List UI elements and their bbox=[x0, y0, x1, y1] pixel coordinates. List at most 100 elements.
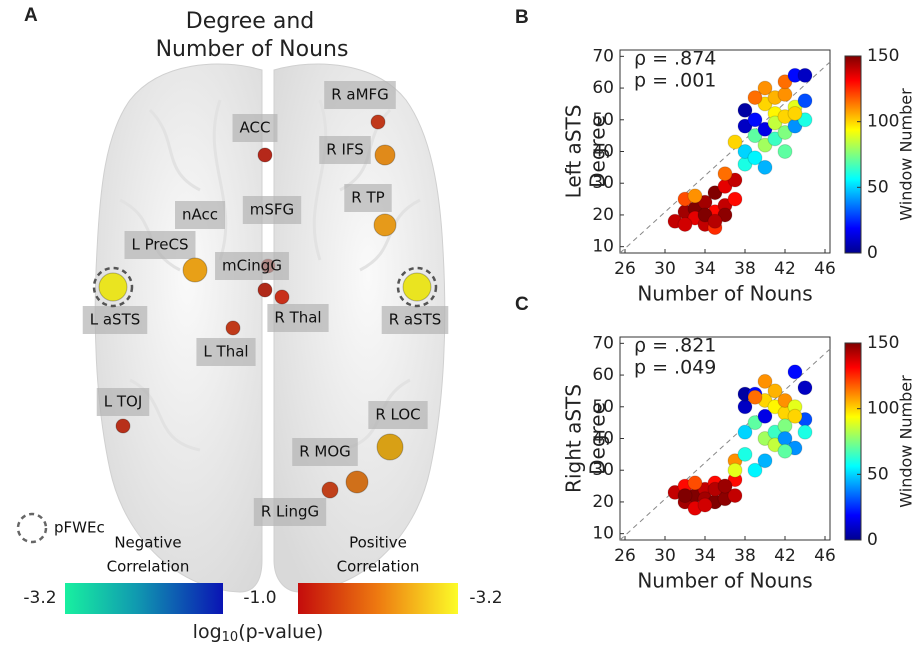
y-axis-label: Degree bbox=[586, 115, 610, 188]
y-tick-label: 40 bbox=[592, 429, 614, 449]
region-label-box bbox=[196, 338, 256, 366]
point bbox=[767, 399, 783, 415]
point bbox=[757, 137, 773, 153]
point bbox=[767, 131, 783, 147]
panel-label: B bbox=[515, 7, 529, 28]
colorbar-label: Window Number bbox=[897, 375, 916, 508]
region-label: mCingG bbox=[222, 257, 282, 275]
x-tick-label: 42 bbox=[774, 259, 796, 279]
y-tick-label: 30 bbox=[592, 460, 614, 480]
point bbox=[747, 112, 763, 128]
annotation: ρ = .821 bbox=[634, 335, 716, 357]
reference-line bbox=[619, 61, 831, 254]
y-axis-label: Degree bbox=[586, 402, 610, 475]
region-label-box bbox=[368, 401, 428, 429]
region-label-box bbox=[324, 81, 396, 109]
region-label-box bbox=[292, 438, 358, 466]
region-label-box bbox=[253, 498, 327, 526]
x-axis-label: Number of Nouns bbox=[637, 569, 812, 593]
point bbox=[727, 191, 743, 207]
region-label: L Thal bbox=[203, 343, 248, 361]
colorbar-label-sub: 10 bbox=[222, 630, 239, 645]
point bbox=[737, 446, 753, 462]
panel-label: A bbox=[24, 5, 38, 26]
point bbox=[727, 134, 743, 150]
y-tick-label: 50 bbox=[592, 397, 614, 417]
region-sphere bbox=[98, 272, 128, 302]
point bbox=[767, 437, 783, 453]
colorbar-tick-label: 0 bbox=[867, 530, 878, 550]
region-label-box bbox=[82, 306, 148, 334]
title: Number of Nouns bbox=[156, 37, 349, 62]
colorbar-tick-label: 100 bbox=[867, 399, 899, 419]
negative-label: Negative bbox=[114, 534, 181, 552]
region-label-box bbox=[232, 114, 278, 142]
point bbox=[797, 93, 813, 109]
point bbox=[747, 150, 763, 166]
threshold-ring bbox=[396, 266, 438, 308]
point bbox=[757, 373, 773, 389]
region-sphere bbox=[370, 114, 386, 130]
point bbox=[797, 67, 813, 83]
point bbox=[787, 408, 803, 424]
region-sphere bbox=[257, 282, 273, 298]
region-label: nAcc bbox=[182, 206, 218, 224]
x-tick-label: 26 bbox=[614, 259, 636, 279]
point bbox=[777, 443, 793, 459]
y-tick-label: 60 bbox=[592, 365, 614, 385]
point bbox=[757, 159, 773, 175]
window-colorbar bbox=[844, 342, 862, 541]
positive-label: Positive bbox=[349, 534, 407, 552]
reference-line bbox=[619, 348, 831, 541]
x-tick-label: 46 bbox=[814, 259, 836, 279]
point bbox=[717, 478, 733, 494]
point bbox=[757, 96, 773, 112]
x-tick-label: 34 bbox=[694, 546, 716, 566]
left-hemisphere bbox=[94, 63, 263, 593]
x-tick-label: 46 bbox=[814, 546, 836, 566]
positive-colorbar bbox=[298, 583, 458, 614]
x-axis-label: Number of Nouns bbox=[637, 282, 812, 306]
colorbar-label: log10(p-value) bbox=[193, 621, 324, 645]
region-label: R LingG bbox=[261, 503, 319, 521]
point bbox=[747, 128, 763, 144]
region-label: R LOC bbox=[375, 406, 420, 424]
region-label-box bbox=[124, 231, 196, 259]
region-label: L PreCS bbox=[132, 236, 189, 254]
point bbox=[727, 172, 743, 188]
negative-colorbar bbox=[65, 583, 223, 614]
negative-label: Correlation bbox=[107, 558, 190, 576]
point bbox=[747, 389, 763, 405]
region-sphere bbox=[376, 433, 404, 461]
region-sphere bbox=[274, 289, 290, 305]
point bbox=[777, 144, 793, 159]
y-tick-label: 50 bbox=[592, 110, 614, 130]
y-tick-label: 10 bbox=[592, 524, 614, 544]
colorbar-tick: -1.0 bbox=[243, 588, 276, 608]
point bbox=[757, 431, 773, 446]
region-label: R MOG bbox=[299, 443, 351, 461]
title: Degree and bbox=[186, 9, 314, 34]
point bbox=[737, 144, 753, 159]
point bbox=[687, 475, 703, 491]
region-label: R aSTS bbox=[389, 311, 442, 329]
point bbox=[777, 74, 793, 90]
x-tick-label: 26 bbox=[614, 546, 636, 566]
region-sphere bbox=[374, 144, 396, 166]
region-label-box bbox=[381, 306, 449, 334]
y-axis-label: Right aSTS bbox=[562, 384, 586, 493]
point bbox=[767, 383, 783, 399]
point bbox=[717, 166, 733, 182]
y-tick-label: 30 bbox=[592, 173, 614, 193]
x-tick-label: 42 bbox=[774, 546, 796, 566]
point bbox=[737, 118, 753, 134]
scatter-points bbox=[667, 364, 813, 516]
region-sphere bbox=[115, 418, 131, 434]
region-label: R TP bbox=[351, 189, 384, 207]
colorbar-tick-label: 100 bbox=[867, 112, 899, 132]
region-sphere bbox=[373, 213, 397, 237]
x-tick-label: 38 bbox=[734, 546, 756, 566]
region-label: L aSTS bbox=[90, 311, 141, 329]
colorbar-tick-label: 50 bbox=[867, 464, 889, 484]
point bbox=[787, 364, 803, 380]
